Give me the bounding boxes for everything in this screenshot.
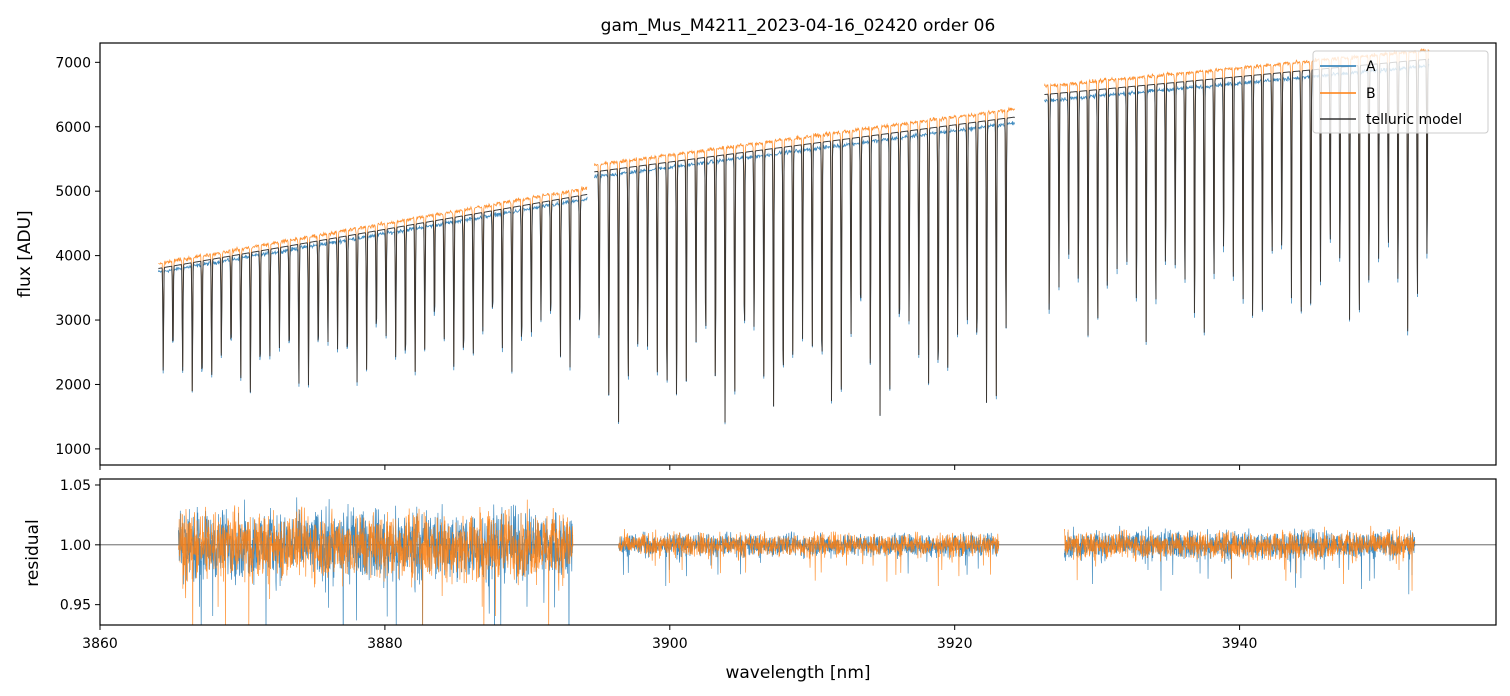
- x-axis-label: wavelength [nm]: [725, 663, 870, 683]
- flux-series-telluric-model-segment-1: [594, 116, 1015, 423]
- residual-x-tick-label: 3920: [937, 636, 973, 652]
- flux-panel: gam_Mus_M4211_2023-04-16_02420 order 06 …: [15, 16, 1497, 470]
- residual-plot-area: [100, 497, 1496, 625]
- residual-x-tick-label: 3900: [652, 636, 688, 652]
- residual-y-axis: 0.95 1.00 1.05: [60, 478, 100, 614]
- flux-x-ticks: [99, 465, 1241, 470]
- residual-panel-frame: [99, 478, 1497, 626]
- flux-y-tick-label: 4000: [55, 249, 91, 265]
- residual-series-b-segment-2: [1064, 525, 1416, 591]
- flux-y-tick-label: 1000: [55, 442, 91, 458]
- residual-x-tick-label: 3860: [82, 636, 118, 652]
- flux-y-tick-label: 3000: [55, 313, 91, 329]
- flux-series-b-segment-0: [158, 186, 588, 391]
- flux-y-axis: 1000 2000 3000 4000 5000 6000 7000: [55, 55, 100, 458]
- legend-label-model: telluric model: [1366, 112, 1462, 128]
- residual-x-tick-label: 3880: [367, 636, 403, 652]
- residual-panel: 0.95 1.00 1.05 3860 3880 3900 3920 3940 residu…: [23, 478, 1497, 683]
- residual-series-b-segment-1: [618, 528, 1000, 586]
- flux-y-tick-label: 5000: [55, 184, 91, 200]
- residual-series-b-segment-0: [178, 499, 574, 625]
- flux-y-tick-label: 7000: [55, 55, 91, 71]
- flux-series-b-segment-1: [593, 106, 1015, 422]
- residual-x-axis: 3860 3880 3900 3920 3940: [82, 625, 1257, 652]
- flux-y-tick-label: 6000: [55, 120, 91, 136]
- flux-panel-frame: [99, 42, 1497, 466]
- residual-y-tick-label: 1.05: [60, 478, 91, 494]
- legend-label-b: B: [1366, 86, 1376, 102]
- flux-series-telluric-model-segment-0: [158, 193, 588, 393]
- residual-y-tick-label: 0.95: [60, 598, 91, 614]
- flux-series-a-segment-1: [593, 121, 1015, 425]
- flux-plot-area: [158, 47, 1430, 425]
- flux-panel-title: gam_Mus_M4211_2023-04-16_02420 order 06: [601, 16, 996, 36]
- flux-y-axis-label: flux [ADU]: [15, 210, 35, 297]
- legend-label-a: A: [1366, 59, 1376, 75]
- legend-box: [1312, 50, 1489, 134]
- flux-y-tick-label: 2000: [55, 377, 91, 393]
- residual-y-tick-label: 1.00: [60, 538, 91, 554]
- legend: A B telluric model: [1312, 50, 1489, 134]
- residual-x-tick-label: 3940: [1222, 636, 1258, 652]
- residual-y-axis-label: residual: [23, 519, 43, 586]
